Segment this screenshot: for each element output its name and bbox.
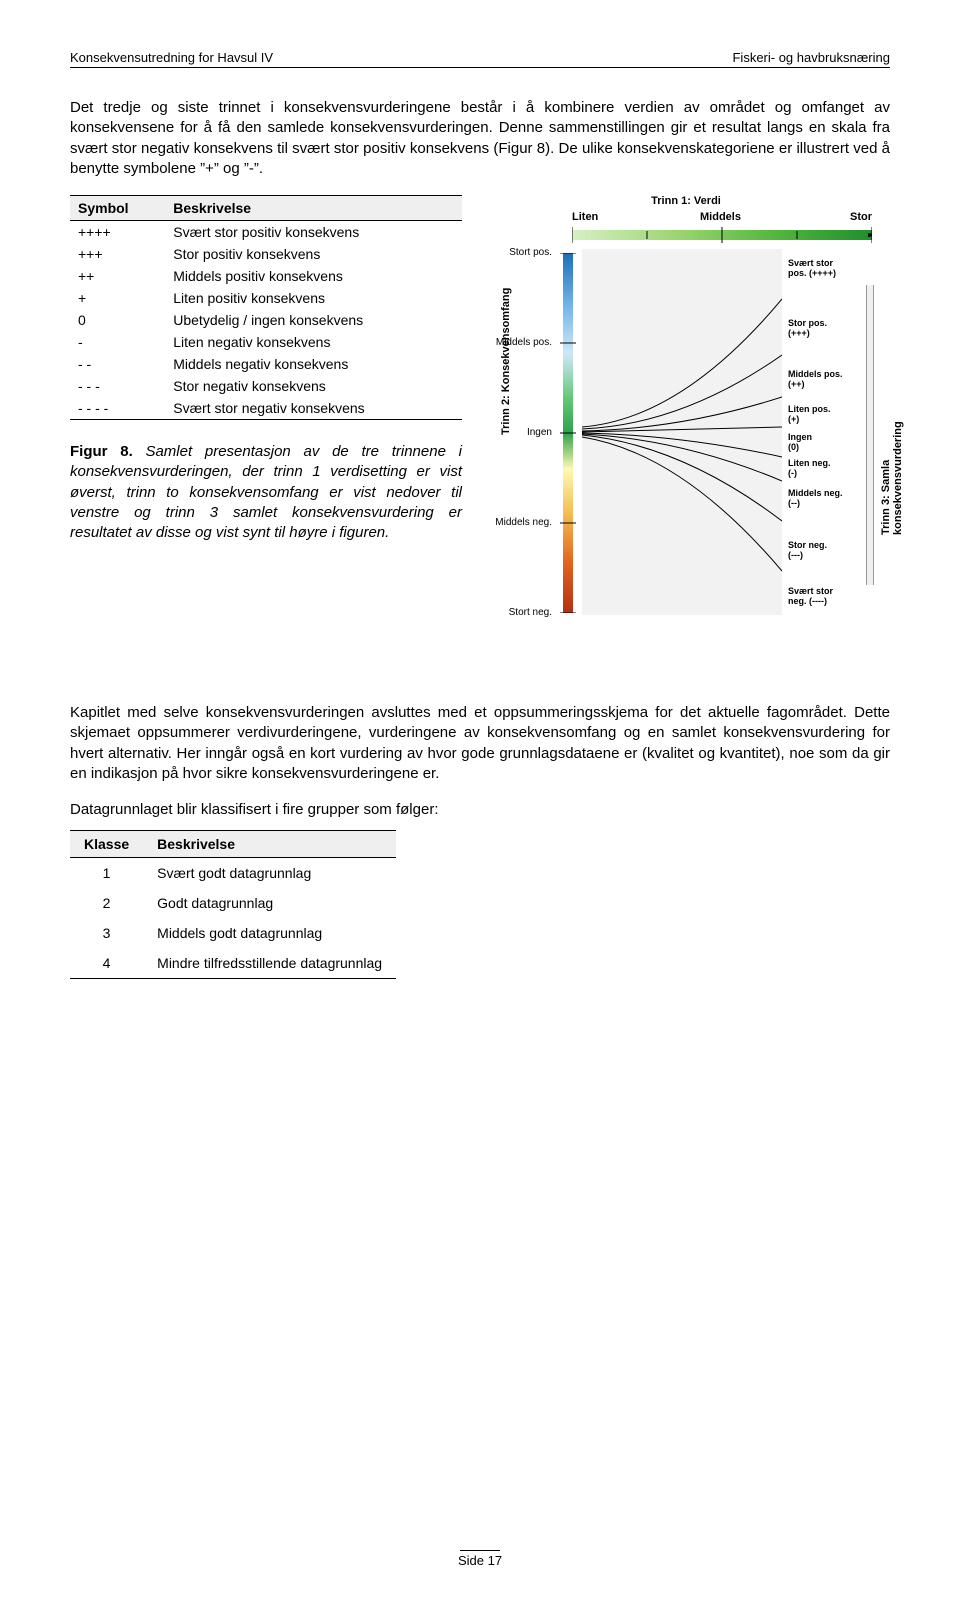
symbol-cell: +++	[70, 243, 165, 265]
consequence-diagram: Trinn 1: Verdi Liten Middels Stor	[482, 195, 890, 675]
ylabel-stort-pos: Stort pos.	[482, 247, 552, 258]
figure-8-caption: Figur 8. Samlet presentasjon av de tre t…	[70, 442, 462, 543]
trinn2-title: Trinn 2: Konsekvensomfang	[500, 288, 512, 435]
intro-paragraph: Det tredje og siste trinnet i konsekvens…	[70, 98, 890, 179]
table-row: ++Middels positiv konsekvens	[70, 265, 462, 287]
desc-cell: Middels positiv konsekvens	[165, 265, 462, 287]
desc-cell: Svært stor positiv konsekvens	[165, 221, 462, 244]
header-right: Fiskeri- og havbruksnæring	[732, 50, 890, 65]
symbol-cell: ++	[70, 265, 165, 287]
trinn3-title: Trinn 3: Samla konsekvensvurdering	[880, 421, 904, 535]
figure-8-number: Figur 8.	[70, 443, 133, 460]
desc-cell: Stor positiv konsekvens	[165, 243, 462, 265]
symbol-table: Symbol Beskrivelse ++++Svært stor positi…	[70, 195, 462, 420]
right-label: Liten pos.(+)	[788, 405, 831, 425]
desc-cell: Stor negativ konsekvens	[165, 375, 462, 397]
page-footer: Side 17	[0, 1550, 960, 1568]
ylabel-stort-neg: Stort neg.	[482, 607, 552, 618]
table-row: 0Ubetydelig / ingen konsekvens	[70, 309, 462, 331]
table-row: - - -Stor negativ konsekvens	[70, 375, 462, 397]
klasse-cell: 3	[70, 918, 143, 948]
trinn3-axis	[866, 285, 874, 585]
right-label: Middels pos.(++)	[788, 370, 843, 390]
page-number: Side 17	[458, 1553, 502, 1568]
trinn1-gradient-bar	[572, 227, 872, 245]
klasse-cell: 2	[70, 888, 143, 918]
klasse-table: Klasse Beskrivelse 1Svært godt datagrunn…	[70, 830, 396, 979]
table-row: +++Stor positiv konsekvens	[70, 243, 462, 265]
klasse-desc-cell: Mindre tilfredsstillende datagrunnlag	[143, 948, 396, 979]
datagrunnlag-intro: Datagrunnlaget blir klassifisert i fire …	[70, 800, 890, 820]
page-header: Konsekvensutredning for Havsul IV Fisker…	[70, 50, 890, 68]
table-row: - - - -Svært stor negativ konsekvens	[70, 397, 462, 420]
desc-cell: Middels negativ konsekvens	[165, 353, 462, 375]
klasse-desc-cell: Godt datagrunnlag	[143, 888, 396, 918]
arc-fan	[582, 249, 782, 615]
symbol-table-head-desc: Beskrivelse	[165, 196, 462, 221]
table-row: +Liten positiv konsekvens	[70, 287, 462, 309]
trinn2-gradient-bar	[560, 253, 578, 613]
right-label: Middels neg.(--)	[788, 489, 843, 509]
table-row: 4Mindre tilfredsstillende datagrunnlag	[70, 948, 396, 979]
symbol-cell: - - -	[70, 375, 165, 397]
symbol-table-head-symbol: Symbol	[70, 196, 165, 221]
ylabel-ingen: Ingen	[482, 427, 552, 438]
right-label: Liten neg.(-)	[788, 459, 831, 479]
right-labels: Svært storpos. (++++) Stor pos.(+++) Midde…	[788, 253, 862, 613]
trinn1-label-stor: Stor	[850, 211, 872, 223]
right-label: Stor neg.(---)	[788, 541, 827, 561]
klasse-desc-cell: Svært godt datagrunnlag	[143, 858, 396, 889]
table-row: 3Middels godt datagrunnlag	[70, 918, 396, 948]
symbol-cell: +	[70, 287, 165, 309]
right-label: Stor pos.(+++)	[788, 319, 827, 339]
desc-cell: Liten negativ konsekvens	[165, 331, 462, 353]
table-row: -Liten negativ konsekvens	[70, 331, 462, 353]
trinn1-label-middels: Middels	[700, 211, 741, 223]
table-row: 1Svært godt datagrunnlag	[70, 858, 396, 889]
desc-cell: Svært stor negativ konsekvens	[165, 397, 462, 420]
summary-paragraph: Kapitlet med selve konsekvensvurderingen…	[70, 703, 890, 784]
klasse-cell: 1	[70, 858, 143, 889]
symbol-cell: -	[70, 331, 165, 353]
symbol-cell: - -	[70, 353, 165, 375]
symbol-cell: - - - -	[70, 397, 165, 420]
trinn1-label-liten: Liten	[572, 211, 598, 223]
ylabel-middels-pos: Middels pos.	[482, 337, 552, 348]
symbol-cell: ++++	[70, 221, 165, 244]
header-left: Konsekvensutredning for Havsul IV	[70, 50, 273, 65]
klasse-head-klasse: Klasse	[70, 831, 143, 858]
right-label: Svært storpos. (++++)	[788, 259, 836, 279]
desc-cell: Ubetydelig / ingen konsekvens	[165, 309, 462, 331]
symbol-cell: 0	[70, 309, 165, 331]
table-row: 2Godt datagrunnlag	[70, 888, 396, 918]
klasse-cell: 4	[70, 948, 143, 979]
klasse-desc-cell: Middels godt datagrunnlag	[143, 918, 396, 948]
right-label: Ingen(0)	[788, 433, 812, 453]
ylabel-middels-neg: Middels neg.	[482, 517, 552, 528]
trinn1-title: Trinn 1: Verdi	[651, 195, 721, 207]
table-row: - -Middels negativ konsekvens	[70, 353, 462, 375]
table-row: ++++Svært stor positiv konsekvens	[70, 221, 462, 244]
desc-cell: Liten positiv konsekvens	[165, 287, 462, 309]
klasse-head-desc: Beskrivelse	[143, 831, 396, 858]
right-label: Svært storneg. (----)	[788, 587, 833, 607]
